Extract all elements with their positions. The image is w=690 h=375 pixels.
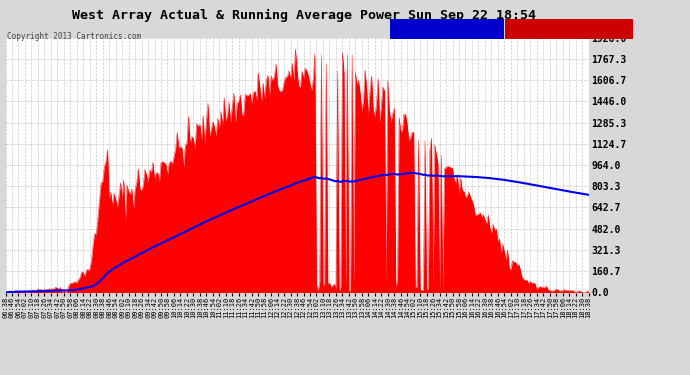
Text: West Array Actual & Running Average Power Sun Sep 22 18:54: West Array Actual & Running Average Powe… <box>72 9 535 22</box>
Text: West Array  (DC Watts): West Array (DC Watts) <box>514 25 624 34</box>
Text: Copyright 2013 Cartronics.com: Copyright 2013 Cartronics.com <box>7 32 141 41</box>
Text: Average  (DC Watts): Average (DC Watts) <box>400 25 494 34</box>
